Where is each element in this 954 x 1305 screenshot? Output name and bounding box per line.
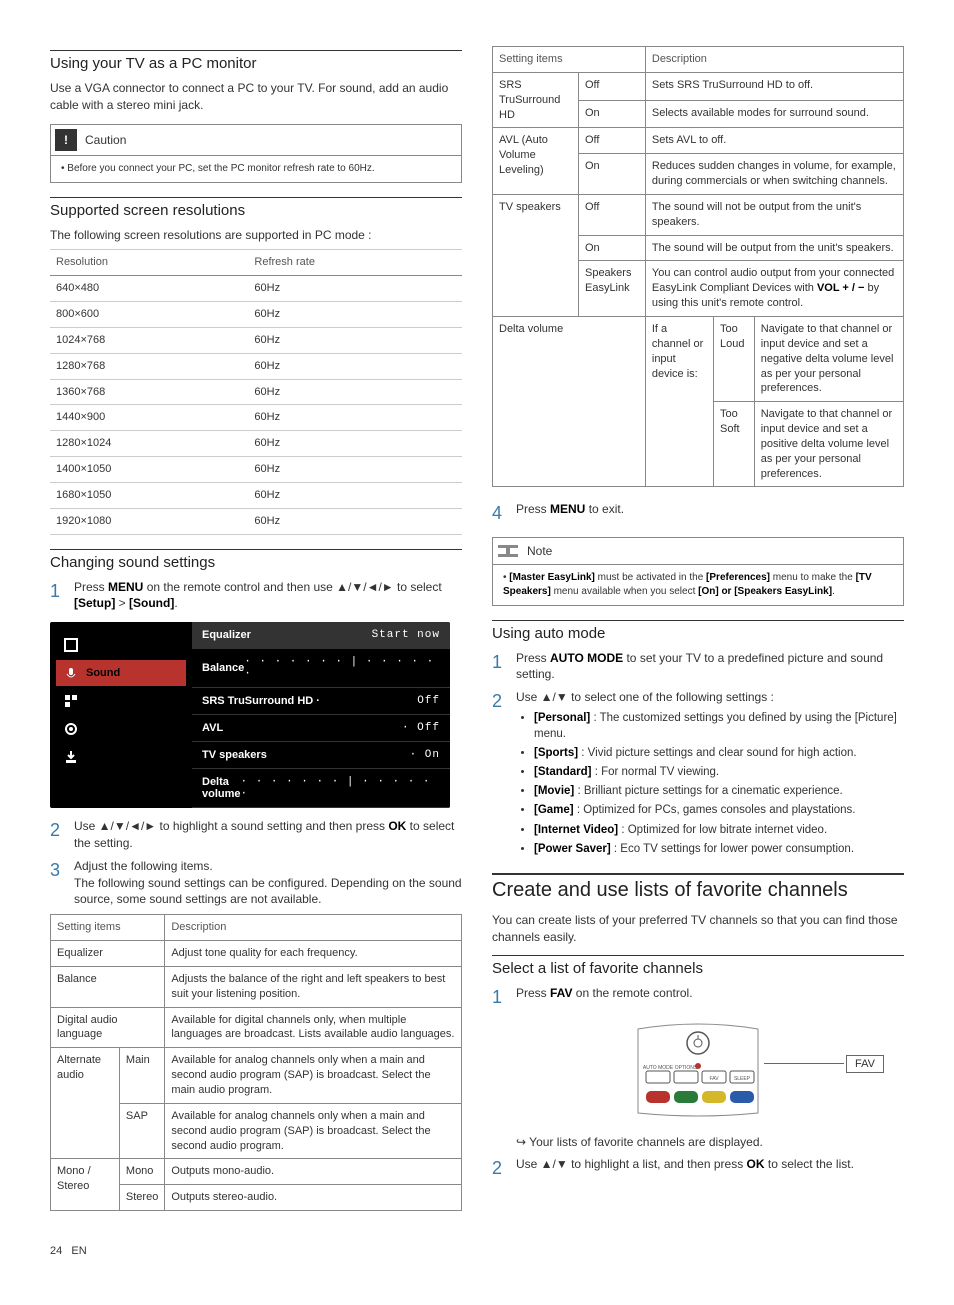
- th-resolution: Resolution: [50, 250, 248, 276]
- svg-text:FAV: FAV: [709, 1076, 719, 1082]
- heading-resolutions: Supported screen resolutions: [50, 197, 462, 219]
- step-3: 3 Adjust the following items.The followi…: [50, 858, 462, 908]
- heading-favorites: Create and use lists of favorite channel…: [492, 873, 904, 902]
- page-footer: 24 EN: [50, 1245, 904, 1257]
- note-box: Note • [Master EasyLink] must be activat…: [492, 537, 904, 606]
- auto-step-2: 2 Use ▲/▼ to select one of the following…: [492, 689, 904, 865]
- menu-item-picture: Picture: [56, 632, 186, 658]
- caution-text: Before you connect your PC, set the PC m…: [67, 163, 374, 174]
- sound-menu-screenshot: PictureSoundFeaturesInstallationSoftware…: [50, 622, 450, 808]
- text-fav-intro: You can create lists of your preferred T…: [492, 912, 904, 946]
- fav-step-1: 1 Press FAV on the remote control.: [492, 985, 904, 1010]
- remote-illustration: AUTO MODE OPTIONS FAV SLEEP FAV: [492, 1021, 904, 1124]
- fav-step-2: 2 Use ▲/▼ to highlight a list, and then …: [492, 1156, 904, 1181]
- note-icon: [497, 542, 519, 560]
- auto-step-1: 1 Press AUTO MODE to set your TV to a pr…: [492, 650, 904, 684]
- fav-callout-label: FAV: [846, 1055, 884, 1073]
- heading-select-fav: Select a list of favorite channels: [492, 955, 904, 977]
- menu-item-installation: Installation: [56, 716, 186, 742]
- step-1: 1 Press MENU on the remote control and t…: [50, 579, 462, 613]
- step-2: 2 Use ▲/▼/◄/► to highlight a sound setti…: [50, 818, 462, 852]
- text-res-intro: The following screen resolutions are sup…: [50, 227, 462, 244]
- menu-item-features: Features: [56, 688, 186, 714]
- caution-label: Caution: [85, 133, 126, 147]
- heading-sound: Changing sound settings: [50, 549, 462, 571]
- sound-settings-table-2: Setting itemsDescription SRS TruSurround…: [492, 46, 904, 487]
- heading-pc-monitor: Using your TV as a PC monitor: [50, 50, 462, 72]
- sound-settings-table-1: Setting itemsDescription EqualizerAdjust…: [50, 914, 462, 1211]
- heading-auto-mode: Using auto mode: [492, 620, 904, 642]
- svg-text:AUTO MODE: AUTO MODE: [643, 1065, 674, 1071]
- resolutions-table: ResolutionRefresh rate 640×48060Hz800×60…: [50, 249, 462, 534]
- th-refresh: Refresh rate: [248, 250, 462, 276]
- menu-item-software: Software: [56, 744, 186, 770]
- svg-text:OPTIONS: OPTIONS: [675, 1065, 698, 1071]
- fav-result: ↪ Your lists of favorite channels are di…: [516, 1134, 904, 1151]
- caution-box: ! Caution • Before you connect your PC, …: [50, 124, 462, 183]
- caution-icon: !: [55, 129, 77, 151]
- step-4: 4 Press MENU to exit.: [492, 501, 904, 526]
- menu-item-sound: Sound: [56, 660, 186, 686]
- text-pc-intro: Use a VGA connector to connect a PC to y…: [50, 80, 462, 114]
- note-label: Note: [527, 544, 552, 558]
- svg-text:SLEEP: SLEEP: [734, 1076, 751, 1082]
